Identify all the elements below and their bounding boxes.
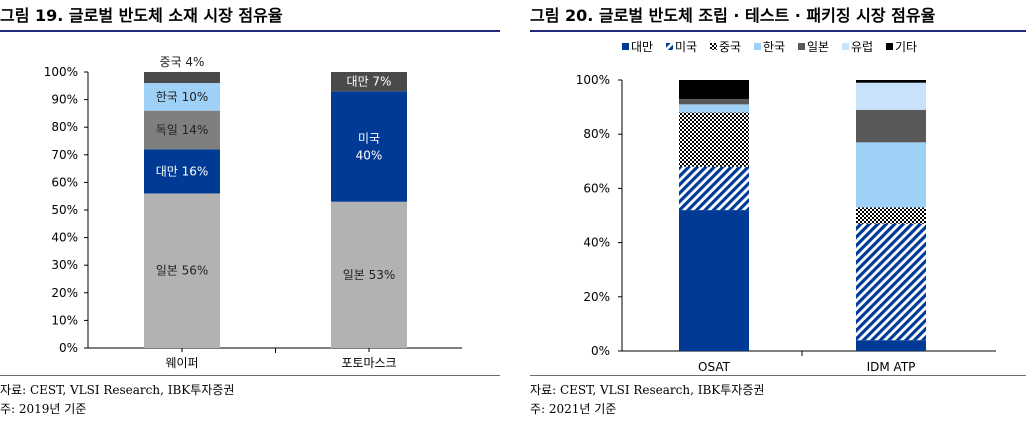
legend-label: 중국	[719, 40, 741, 54]
bar-segment	[856, 80, 926, 83]
title-rule	[530, 30, 1026, 32]
data-label: 일본 56%	[156, 264, 209, 278]
data-label: 대만 7%	[347, 75, 392, 89]
x-tick-label: OSAT	[698, 360, 731, 374]
bar-segment	[679, 210, 749, 351]
source-note: 자료: CEST, VLSI Research, IBK투자증권	[530, 383, 765, 397]
y-tick-label: 90%	[51, 93, 78, 107]
legend-swatch	[754, 43, 761, 50]
footer-rule	[0, 375, 500, 376]
bar-segment	[679, 80, 749, 99]
chart-panel-packaging: 그림 20. 글로벌 반도체 조립 · 테스트 · 패키징 시장 점유율 대만 미…	[530, 0, 1026, 421]
legend-swatch	[710, 43, 717, 50]
chart-title: 그림 19. 글로벌 반도체 소재 시장 점유율	[0, 6, 283, 25]
legend-swatch	[886, 43, 893, 50]
y-tick-label: 80%	[51, 120, 78, 134]
bar-segment	[679, 166, 749, 211]
y-tick-label: 0%	[591, 344, 610, 358]
x-tick-label: 포토마스크	[341, 356, 396, 370]
y-tick-label: 50%	[51, 203, 78, 217]
y-tick-label: 60%	[51, 175, 78, 189]
legend-swatch	[842, 43, 849, 50]
y-tick-label: 100%	[44, 65, 78, 79]
bar-segment	[679, 98, 749, 105]
bar-segment-usa	[331, 91, 407, 202]
footnote: 주: 2019년 기준	[0, 402, 87, 416]
chart-title: 그림 20. 글로벌 반도체 조립 · 테스트 · 패키징 시장 점유율	[530, 6, 936, 25]
y-tick-label: 40%	[51, 231, 78, 245]
y-tick-label: 20%	[583, 290, 610, 304]
legend-swatch	[622, 43, 629, 50]
x-tick-label: IDM ATP	[867, 360, 916, 374]
bar-segment-germany	[144, 110, 220, 150]
data-label: 대만 16%	[156, 164, 209, 178]
footer-rule	[530, 375, 1026, 376]
y-tick-label: 40%	[583, 236, 610, 250]
legend-swatch	[798, 43, 805, 50]
bar-segment	[856, 109, 926, 143]
legend-label: 미국	[675, 40, 697, 54]
stacked-bar-chart-materials: 0% 10% 20% 30% 40% 50% 60% 70% 80% 90% 100% 웨이퍼 일본 5…	[44, 55, 462, 370]
bar-segment	[679, 112, 749, 167]
legend-label: 대만	[631, 40, 653, 54]
y-tick-label: 0%	[59, 341, 78, 355]
data-label: 미국	[358, 132, 380, 146]
legend-swatch	[666, 43, 673, 50]
bar-segment-taiwan_top	[331, 72, 407, 92]
y-tick-label: 70%	[51, 148, 78, 162]
bar-segment	[856, 223, 926, 341]
bar-segment	[856, 82, 926, 110]
chart-panel-materials: 그림 19. 글로벌 반도체 소재 시장 점유율 0% 10% 20% 30% 40% 5…	[0, 0, 500, 421]
y-tick-label: 100%	[576, 73, 610, 87]
y-tick-label: 20%	[51, 286, 78, 300]
bar-segment-china	[144, 72, 220, 84]
bar-segment-korea	[144, 83, 220, 111]
y-tick-label: 30%	[51, 258, 78, 272]
y-tick-label: 80%	[583, 127, 610, 141]
footnote: 주: 2021년 기준	[530, 402, 617, 416]
legend-label: 유럽	[851, 40, 873, 54]
bar-segment-japan	[331, 201, 407, 348]
bar-segment	[679, 104, 749, 113]
data-label: 독일 14%	[156, 123, 209, 137]
stacked-bar-chart-packaging: 대만 미국 중국 한국 일본 유럽 기타 0% 20% 40% 60% 80% 100% OSAT IDM …	[576, 40, 996, 374]
bar-segment	[856, 207, 926, 224]
bar-segment-taiwan	[144, 149, 220, 194]
bar-segment	[856, 142, 926, 208]
data-label: 40%	[356, 149, 383, 163]
legend-label: 기타	[895, 40, 917, 54]
title-rule	[0, 30, 500, 32]
y-tick-label: 10%	[51, 313, 78, 327]
source-note: 자료: CEST, VLSI Research, IBK투자증권	[0, 383, 235, 397]
legend-label: 한국	[763, 40, 785, 54]
y-tick-label: 60%	[583, 181, 610, 195]
legend-label: 일본	[807, 40, 829, 54]
data-label: 한국 10%	[156, 90, 209, 104]
data-label: 일본 53%	[343, 268, 396, 282]
bar-segment-japan	[144, 193, 220, 348]
data-label: 중국 4%	[160, 55, 205, 69]
bar-segment	[856, 340, 926, 351]
x-tick-label: 웨이퍼	[165, 356, 198, 370]
